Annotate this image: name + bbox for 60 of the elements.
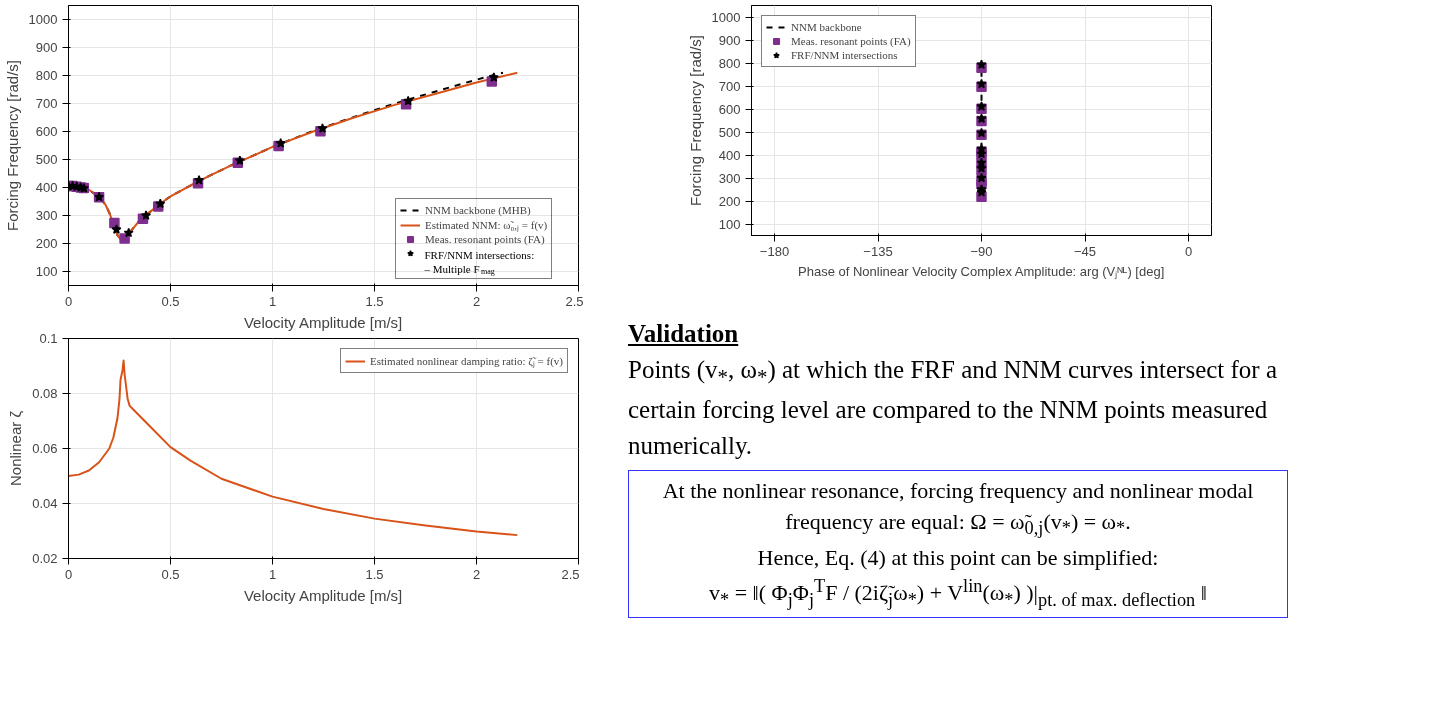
y-tick-label: 400 bbox=[718, 147, 741, 163]
x-tick-label: 1 bbox=[268, 566, 277, 582]
x-tick-label: 2.5 bbox=[561, 566, 580, 582]
legend-label: NNM backbone bbox=[791, 20, 862, 34]
x-tick-label: 2 bbox=[472, 293, 481, 309]
y-tick-label: 500 bbox=[35, 152, 58, 167]
y-tick-label: 300 bbox=[35, 208, 58, 223]
x-axis-title: Velocity Amplitude [m/s] bbox=[243, 313, 403, 331]
text: Hence, Eq. (4) at this point can be simplified: bbox=[756, 543, 1160, 572]
y-tick-label: 0.08 bbox=[32, 386, 58, 401]
x-tick-label: 1.5 bbox=[365, 566, 384, 582]
x-tick-label: 0 bbox=[1184, 243, 1193, 259]
legend-label: Meas. resonant points (FA) bbox=[425, 232, 545, 246]
legend-label: FRF/NNM intersections bbox=[791, 48, 898, 62]
x-tick-label: 2.5 bbox=[565, 293, 584, 309]
x-tick-label: 1.5 bbox=[365, 293, 384, 309]
x-tick-label: 0 bbox=[64, 566, 73, 582]
x-tick-label: 2 bbox=[472, 566, 481, 582]
y-tick-label: 200 bbox=[35, 236, 58, 251]
y-tick-label: 0.02 bbox=[32, 551, 58, 566]
x-tick-label: 0.5 bbox=[161, 293, 180, 309]
y-tick-label: 900 bbox=[718, 32, 741, 48]
x-tick-label: 0.5 bbox=[161, 566, 180, 582]
y-tick-label: 300 bbox=[718, 170, 741, 186]
y-tick-label: 700 bbox=[718, 78, 741, 94]
text: Validation bbox=[628, 319, 740, 349]
y-tick-label: 400 bbox=[35, 180, 58, 195]
y-tick-label: 700 bbox=[35, 96, 58, 111]
x-axis-title: Velocity Amplitude [m/s] bbox=[243, 586, 403, 604]
text: Points (v$_{*}$, ω$_{*}$) at which the FRF and NNM curves intersect for a certain forcing level are compared to the NNM points measured numerically. bbox=[628, 354, 1279, 462]
text: At the nonlinear resonance, forcing frequency and nonlinear modal frequency are equal: Ω = ω̃$_{0,j}$(v$_{*}$) = ω$_{*}$. bbox=[661, 476, 1255, 541]
legend-label: Meas. resonant points (FA) bbox=[791, 34, 911, 48]
x-tick-label: 0 bbox=[64, 293, 73, 309]
y-tick-label: 100 bbox=[35, 264, 58, 279]
y-tick-label: 200 bbox=[718, 193, 741, 209]
x-tick-label: −90 bbox=[970, 243, 993, 259]
x-tick-label: −45 bbox=[1073, 243, 1097, 259]
legend-label: NNM backbone (MHB) bbox=[425, 203, 531, 217]
y-tick-label: 1000 bbox=[28, 12, 58, 27]
y-axis-title: Forcing Frequency [rad/s] bbox=[3, 60, 21, 231]
y-tick-label: 0.06 bbox=[32, 441, 58, 456]
y-tick-label: 900 bbox=[35, 40, 58, 55]
legend-label: Estimated NNM: ω̃₀,ⱼ = f(v) bbox=[425, 218, 548, 232]
y-tick-label: 1000 bbox=[711, 9, 741, 25]
y-tick-label: 500 bbox=[718, 124, 741, 140]
legend-label: Estimated nonlinear damping ratio: ζ̃ⱼ = f(v) bbox=[370, 354, 563, 368]
x-tick-label: 1 bbox=[268, 293, 277, 309]
y-tick-label: 0.1 bbox=[39, 331, 58, 346]
text: v$_{*}$ = ‖( Φ$_{j}$Φ$_{j}$$^{T}$F / (2iζ̃$_{j}$ω$_{*}$) + V$^{lin}$(ω$_{*}$) )|$_{pt. of max. deflection}$ ‖ bbox=[709, 576, 1207, 610]
x-axis-title: Phase of Nonlinear Velocity Complex Amplitude: arg (Vⱼᴺᴸ) [deg] bbox=[798, 263, 1165, 280]
y-tick-label: 600 bbox=[718, 101, 741, 117]
y-axis-title: Forcing Frequency [rad/s] bbox=[686, 35, 704, 206]
y-axis-title: Nonlinear ζ bbox=[7, 410, 25, 486]
y-tick-label: 800 bbox=[718, 55, 741, 71]
y-tick-label: 600 bbox=[35, 124, 58, 139]
x-tick-label: −180 bbox=[759, 243, 790, 259]
x-tick-label: −135 bbox=[863, 243, 893, 259]
y-tick-label: 0.04 bbox=[32, 496, 58, 511]
y-tick-label: 800 bbox=[35, 68, 58, 83]
y-tick-label: 100 bbox=[718, 216, 741, 232]
